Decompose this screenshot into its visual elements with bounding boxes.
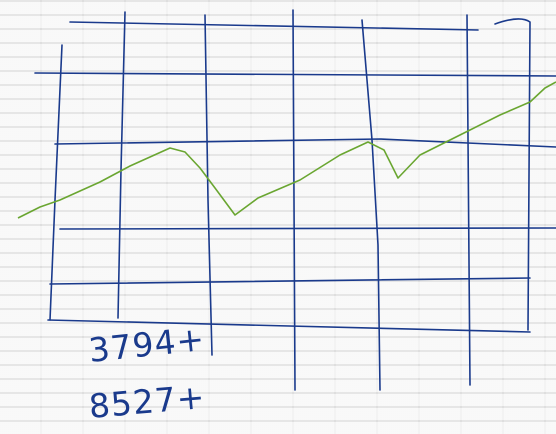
grid-line <box>59 227 556 230</box>
sketch-line <box>17 81 556 219</box>
grid-line <box>54 138 556 148</box>
grid-line <box>204 14 213 356</box>
grid-line <box>494 18 531 331</box>
grid <box>34 9 556 391</box>
grid-line <box>34 72 556 77</box>
grid-line <box>361 19 381 391</box>
note: 8527+ <box>87 377 207 426</box>
note: 3794+ <box>87 319 207 370</box>
grid-line <box>117 11 126 319</box>
grid-line <box>49 277 531 285</box>
grid-line <box>49 44 63 321</box>
grid-line <box>466 14 471 386</box>
grid-line <box>292 9 296 391</box>
grid-line <box>69 21 479 31</box>
